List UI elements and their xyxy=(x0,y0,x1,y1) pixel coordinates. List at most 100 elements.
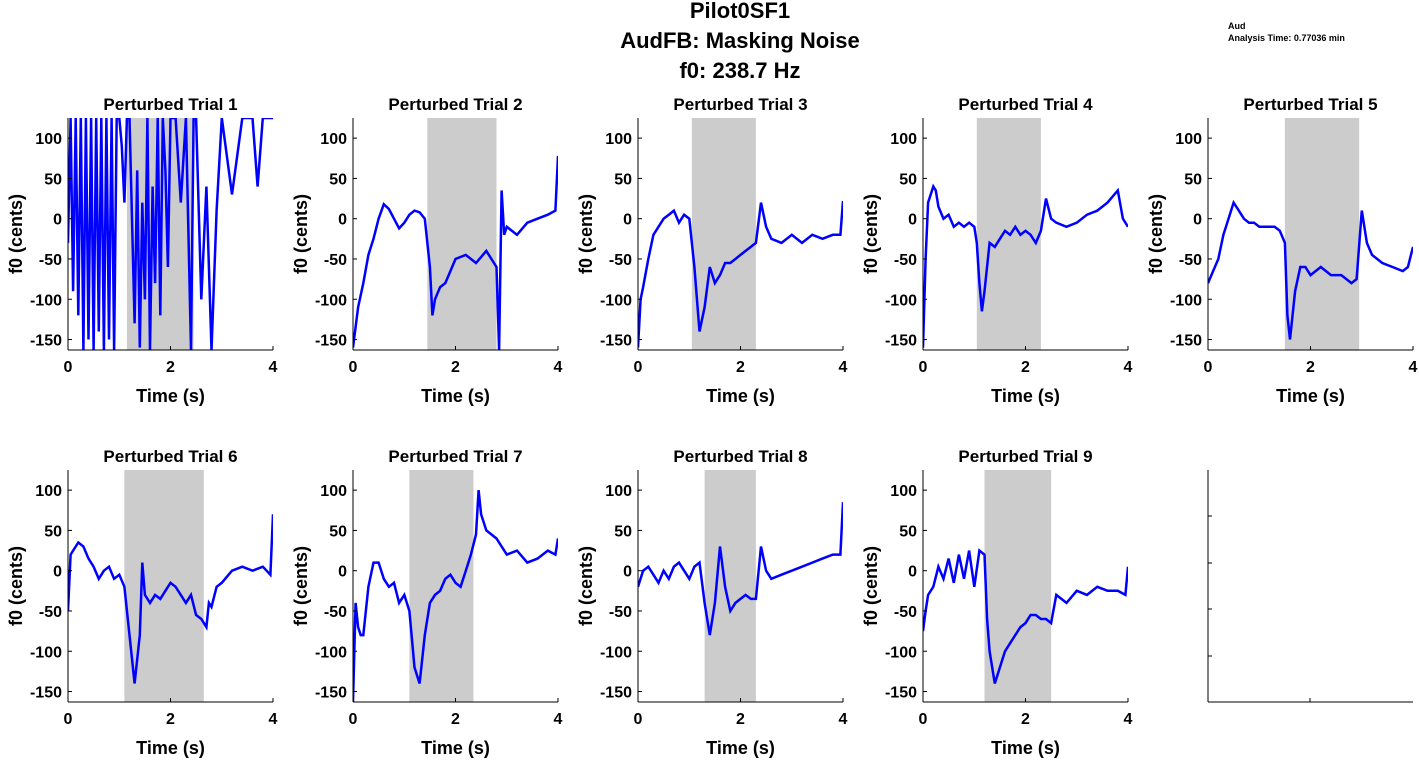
y-tick-label: -100 xyxy=(1170,292,1202,309)
subplot-grid: -150 -100 -50 0 50 100 0 2 4 Perturbed Trial 1 Tim… xyxy=(6,95,1418,758)
y-tick-label: 100 xyxy=(890,483,917,500)
x-tick-label: 2 xyxy=(1021,711,1030,728)
y-tick-label: 50 xyxy=(614,171,632,188)
subplot-title: Perturbed Trial 6 xyxy=(103,447,237,466)
y-tick-label: -100 xyxy=(885,292,917,309)
y-tick-label: -50 xyxy=(324,604,347,621)
y-tick-label: 0 xyxy=(1193,212,1202,229)
subplot-title: Perturbed Trial 7 xyxy=(388,447,522,466)
subplot-6: -150 -100 -50 0 50 100 0 2 4 Perturbed Trial 6 Tim… xyxy=(6,447,278,758)
y-tick-label: -150 xyxy=(600,685,632,702)
y-tick-label: 0 xyxy=(623,212,632,229)
empty-subplot xyxy=(1207,470,1413,703)
y-tick-label: -50 xyxy=(1179,252,1202,269)
y-tick-label: 50 xyxy=(1184,171,1202,188)
y-tick-label: 100 xyxy=(320,131,347,148)
y-tick-label: 0 xyxy=(53,212,62,229)
x-tick-label: 0 xyxy=(919,359,928,376)
subplot-title: Perturbed Trial 5 xyxy=(1243,95,1377,114)
x-axis-label: Time (s) xyxy=(136,738,205,758)
y-tick-label: -100 xyxy=(30,292,62,309)
x-tick-label: 0 xyxy=(919,711,928,728)
y-tick-label: -100 xyxy=(600,292,632,309)
x-tick-label: 4 xyxy=(839,711,848,728)
f0-trace xyxy=(923,183,1128,348)
y-tick-label: -100 xyxy=(315,644,347,661)
f0-trace xyxy=(638,200,843,348)
subplot-title: Perturbed Trial 1 xyxy=(103,95,237,114)
subplot-5: -150 -100 -50 0 50 100 0 2 4 Perturbed Trial 5 Tim… xyxy=(1146,95,1418,406)
y-tick-label: 50 xyxy=(899,171,917,188)
subplot-8: -150 -100 -50 0 50 100 0 2 4 Perturbed Trial 8 Tim… xyxy=(576,447,848,758)
y-tick-label: -100 xyxy=(315,292,347,309)
f0-trace xyxy=(923,548,1128,684)
y-tick-label: 0 xyxy=(338,212,347,229)
y-axis-label: f0 (cents) xyxy=(861,194,881,274)
x-axis-label: Time (s) xyxy=(421,386,490,406)
y-tick-label: -150 xyxy=(315,685,347,702)
y-tick-label: -100 xyxy=(30,644,62,661)
subplot-1: -150 -100 -50 0 50 100 0 2 4 Perturbed Trial 1 Tim… xyxy=(6,95,278,406)
x-tick-label: 0 xyxy=(634,359,643,376)
y-tick-label: 50 xyxy=(329,523,347,540)
y-tick-label: -50 xyxy=(609,252,632,269)
y-axis-label: f0 (cents) xyxy=(861,546,881,626)
y-tick-label: 50 xyxy=(44,523,62,540)
f0-trace xyxy=(353,489,558,702)
x-axis-label: Time (s) xyxy=(706,738,775,758)
subplot-title: Perturbed Trial 4 xyxy=(958,95,1093,114)
f0-trace xyxy=(353,155,558,350)
y-tick-label: 0 xyxy=(53,564,62,581)
x-tick-label: 0 xyxy=(64,711,73,728)
x-tick-label: 4 xyxy=(554,711,563,728)
y-tick-label: 0 xyxy=(908,212,917,229)
f0-trace xyxy=(68,514,273,684)
figure-title-line-1: Pilot0SF1 xyxy=(690,0,790,23)
y-tick-label: 100 xyxy=(35,483,62,500)
subplot-3: -150 -100 -50 0 50 100 0 2 4 Perturbed Trial 3 Tim… xyxy=(576,95,848,406)
x-tick-label: 0 xyxy=(349,359,358,376)
subplot-title: Perturbed Trial 9 xyxy=(958,447,1092,466)
y-axis-label: f0 (cents) xyxy=(6,546,26,626)
x-axis-label: Time (s) xyxy=(991,386,1060,406)
x-tick-label: 4 xyxy=(269,711,278,728)
y-tick-label: 50 xyxy=(329,171,347,188)
x-tick-label: 2 xyxy=(451,359,460,376)
x-tick-label: 0 xyxy=(1204,359,1213,376)
figure-title-line-3: f0: 238.7 Hz xyxy=(679,58,800,83)
y-tick-label: -100 xyxy=(600,644,632,661)
perturbation-window xyxy=(704,470,756,702)
x-tick-label: 0 xyxy=(634,711,643,728)
x-tick-label: 4 xyxy=(1124,359,1133,376)
x-tick-label: 0 xyxy=(64,359,73,376)
subplot-title: Perturbed Trial 2 xyxy=(388,95,522,114)
annotation-condition: Aud xyxy=(1228,21,1246,31)
y-tick-label: -50 xyxy=(894,252,917,269)
x-axis-label: Time (s) xyxy=(991,738,1060,758)
figure-title-line-2: AudFB: Masking Noise xyxy=(620,28,860,53)
subplot-title: Perturbed Trial 8 xyxy=(673,447,807,466)
x-tick-label: 4 xyxy=(554,359,563,376)
y-axis-label: f0 (cents) xyxy=(6,194,26,274)
x-tick-label: 2 xyxy=(1306,359,1315,376)
y-tick-label: -150 xyxy=(600,333,632,350)
y-tick-label: 0 xyxy=(338,564,347,581)
perturbation-window xyxy=(1284,118,1360,350)
annotation-analysis-time: Analysis Time: 0.77036 min xyxy=(1228,33,1345,43)
y-axis-label: f0 (cents) xyxy=(576,546,596,626)
f0-trace xyxy=(1208,199,1413,340)
x-tick-label: 0 xyxy=(349,711,358,728)
y-tick-label: 100 xyxy=(605,131,632,148)
y-tick-label: -50 xyxy=(324,252,347,269)
x-tick-label: 2 xyxy=(166,711,175,728)
y-tick-label: -50 xyxy=(894,604,917,621)
subplot-7: -150 -100 -50 0 50 100 0 2 4 Perturbed Trial 7 Tim… xyxy=(291,447,563,758)
y-tick-label: 100 xyxy=(320,483,347,500)
subplot-title: Perturbed Trial 3 xyxy=(673,95,807,114)
y-tick-label: -50 xyxy=(609,604,632,621)
y-axis-label: f0 (cents) xyxy=(291,546,311,626)
f0-trace xyxy=(638,502,843,636)
x-tick-label: 2 xyxy=(736,711,745,728)
x-tick-label: 2 xyxy=(1021,359,1030,376)
